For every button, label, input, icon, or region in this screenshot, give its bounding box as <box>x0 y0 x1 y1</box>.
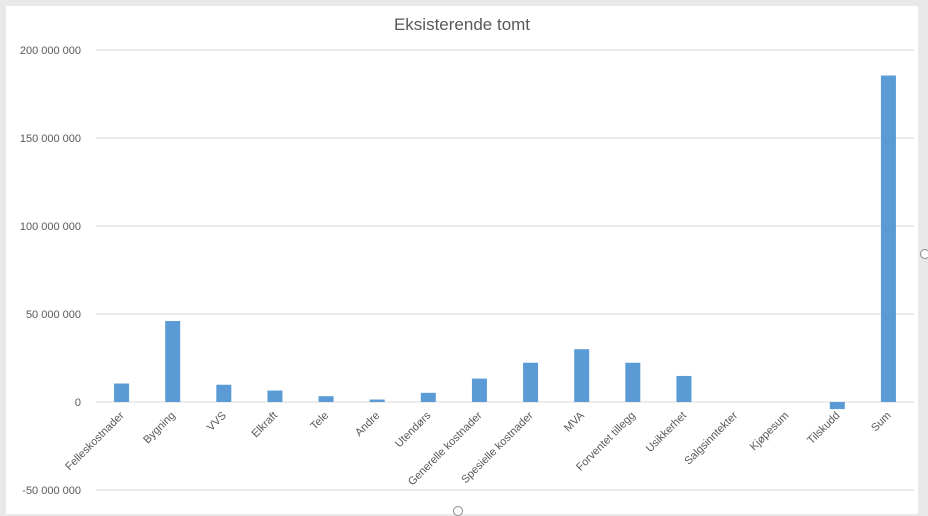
y-tick-label: 50 000 000 <box>26 309 81 321</box>
y-tick-label: 100 000 000 <box>20 221 81 233</box>
x-tick-label: Felleskostnader <box>63 409 127 473</box>
x-tick-label: Usikkerhet <box>644 410 689 455</box>
x-tick-label: MVA <box>562 409 587 434</box>
x-tick-label: Bygning <box>141 410 178 447</box>
bar <box>574 349 590 402</box>
bar <box>523 362 539 402</box>
bar <box>165 321 181 402</box>
x-tick-label: VVS <box>205 410 229 434</box>
bar <box>625 362 641 402</box>
x-tick-label: Elkraft <box>250 410 281 441</box>
x-tick-label: Sum <box>869 410 893 434</box>
x-tick-label: Utendørs <box>393 409 434 450</box>
y-tick-label: 200 000 000 <box>20 45 81 57</box>
y-tick-label: 150 000 000 <box>20 133 81 145</box>
bar-chart: -50 000 000 0 50 000 000 100 000 000 150 000… <box>20 45 914 497</box>
resize-handle-bottom[interactable] <box>453 506 463 516</box>
chart-area[interactable]: Eksisterende tomt -50 000 000 0 50 000 000… <box>6 6 918 514</box>
chart-title: Eksisterende tomt <box>393 15 531 34</box>
bar <box>471 378 487 402</box>
x-tick-label: Tilskudd <box>805 410 842 447</box>
bar <box>829 402 845 410</box>
resize-handle-right[interactable] <box>920 249 928 259</box>
y-tick-label: -50 000 000 <box>22 485 81 497</box>
bar <box>420 392 436 402</box>
bar <box>676 375 692 402</box>
bar <box>880 75 896 403</box>
x-tick-label: Andre <box>353 410 382 439</box>
bar <box>114 383 130 402</box>
bar <box>369 399 385 402</box>
bar <box>267 390 283 402</box>
x-tick-label: Tele <box>308 410 331 433</box>
bar <box>318 396 334 402</box>
x-tick-label: Kjøpesum <box>748 410 792 454</box>
y-tick-label: 0 <box>75 397 81 409</box>
bar <box>216 384 232 402</box>
x-tick-label: Salgsinntekter <box>682 409 740 467</box>
